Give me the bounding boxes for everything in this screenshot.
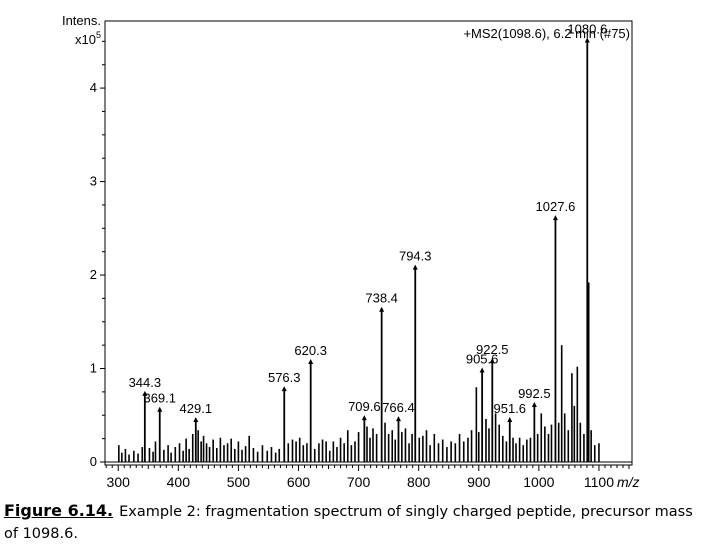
- peak-label: 576.3: [268, 370, 301, 385]
- y-axis-label: Intens. x105: [62, 13, 101, 47]
- peak-marker: [479, 367, 485, 373]
- y-tick-label: 2: [90, 267, 97, 282]
- figure-number: Figure 6.14.: [4, 501, 114, 520]
- x-tick-label: 1100: [584, 474, 614, 490]
- x-axis-ticks: 300 400 500 600 700 800 900 1000 1100: [105, 465, 630, 490]
- peak-label: 1080.6: [567, 21, 607, 36]
- peak-marker: [584, 37, 590, 43]
- y-axis-title: Intens.: [62, 13, 101, 28]
- peak-marker: [142, 390, 148, 396]
- peak-label: 951.6: [494, 401, 527, 416]
- peak-marker: [395, 416, 401, 422]
- peak-marker: [379, 306, 385, 312]
- y-axis-scale-exponent: 5: [96, 30, 101, 40]
- peak-marker: [489, 358, 495, 364]
- y-tick-label: 1: [90, 361, 97, 376]
- peak-marker: [412, 264, 418, 270]
- peak-label: 369.1: [143, 391, 176, 406]
- mass-spectrum-chart: Intens. x105 0 1 2 3 4 300 400 500 600 700 800 900…: [62, 13, 640, 490]
- y-tick-label: 4: [90, 80, 97, 95]
- peak-label: 738.4: [365, 291, 398, 306]
- peak-label: 709.6: [348, 399, 381, 414]
- plot-border: [104, 20, 633, 466]
- y-axis-scale: x105: [75, 30, 101, 47]
- y-tick-label: 3: [90, 174, 97, 189]
- figure-caption: Figure 6.14. Example 2: fragmentation spe…: [4, 500, 704, 545]
- x-axis-title: m/z: [617, 474, 640, 490]
- peak-marker: [193, 417, 199, 422]
- caption-text: Example 2: fragmentation spectrum of sin…: [4, 504, 693, 542]
- x-tick-label: 500: [227, 474, 251, 490]
- y-axis-scale-base: x10: [75, 32, 96, 47]
- y-tick-label: 0: [90, 454, 97, 469]
- x-tick-label: 1000: [523, 474, 554, 490]
- peak-label: 620.3: [294, 343, 327, 358]
- peak-marker: [308, 359, 314, 365]
- x-tick-label: 700: [347, 474, 371, 490]
- y-axis-ticks: 0 1 2 3 4: [90, 40, 105, 469]
- peak-marker: [361, 415, 367, 421]
- peak-marker: [531, 402, 537, 408]
- peak-label: 922.5: [476, 342, 509, 357]
- x-tick-label: 300: [107, 474, 131, 490]
- x-tick-label: 900: [467, 474, 491, 490]
- x-tick-label: 800: [407, 474, 431, 490]
- peak-label: 1027.6: [536, 199, 576, 214]
- spectrum-title: +MS2(1098.6), 6.2 min (#75): [463, 26, 630, 41]
- x-tick-label: 600: [287, 474, 311, 490]
- peak-marker: [507, 417, 513, 422]
- x-tick-label: 400: [167, 474, 191, 490]
- peak-marker: [552, 215, 558, 221]
- spectrum-peaks: [118, 37, 600, 462]
- peak-label: 344.3: [129, 375, 162, 390]
- peak-label: 794.3: [399, 249, 432, 264]
- peak-marker: [281, 386, 287, 392]
- peak-label: 766.4: [382, 400, 415, 415]
- peak-label: 429.1: [180, 401, 213, 416]
- peak-marker: [157, 406, 163, 412]
- peak-label: 992.5: [518, 386, 551, 401]
- peak-label: 905.6: [466, 351, 499, 366]
